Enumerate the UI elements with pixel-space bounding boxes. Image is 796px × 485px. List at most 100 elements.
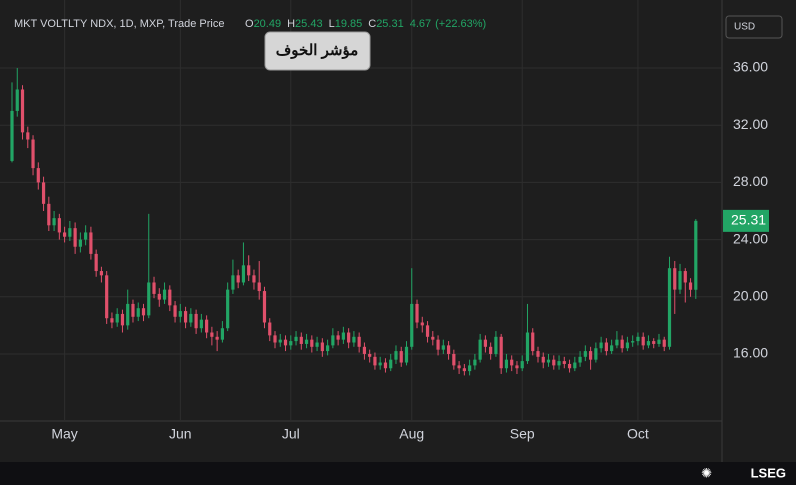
candle-body xyxy=(452,353,456,366)
candle-body xyxy=(678,271,682,290)
candle-body xyxy=(410,303,414,347)
candle-body xyxy=(589,351,593,360)
candle-body xyxy=(105,275,109,319)
candle-body xyxy=(599,342,603,349)
candle-body xyxy=(425,325,430,337)
candle-body xyxy=(47,203,51,226)
candle-body xyxy=(462,368,466,372)
candle-body xyxy=(320,342,324,352)
candle-body xyxy=(636,336,640,342)
candle-body xyxy=(657,339,661,344)
candle-body xyxy=(15,89,19,111)
y-tick-label: 28.00 xyxy=(733,173,768,189)
candle-body xyxy=(178,311,182,317)
candle-body xyxy=(136,308,140,317)
ohlc-value: 25.31 xyxy=(376,18,404,30)
chart-title: MKT VOLTLTY NDX, 1D, MXP, Trade Price xyxy=(14,18,225,30)
candle-body xyxy=(141,308,146,316)
candle-body xyxy=(115,313,119,323)
candle-body xyxy=(268,322,272,336)
candles xyxy=(10,68,698,376)
candle-body xyxy=(36,168,40,183)
candle-body xyxy=(483,339,487,347)
candle-body xyxy=(457,365,461,369)
candle-body xyxy=(510,359,514,366)
candle-body xyxy=(552,359,556,366)
labels: 16.00 20.00 24.00 28.00 32.00 36.00 May Jun Jul A… xyxy=(51,59,769,442)
candle-body xyxy=(373,356,377,366)
candle-body xyxy=(389,359,393,369)
candle-body xyxy=(189,313,193,323)
candle-body xyxy=(420,322,424,326)
candle-body xyxy=(215,336,219,340)
candle-body xyxy=(557,361,561,366)
candle-body xyxy=(257,282,261,292)
candle-body xyxy=(173,305,177,317)
candle-body xyxy=(194,313,198,329)
ohlc-value: O xyxy=(245,18,254,30)
ohlc-value: 25.43 xyxy=(295,18,323,30)
x-tick-label: Oct xyxy=(627,426,649,442)
ohlc-value: (+22.63%) xyxy=(435,18,486,30)
x-tick-label: Aug xyxy=(399,426,424,442)
ohlc-value: L xyxy=(329,18,335,30)
y-tick-label: 16.00 xyxy=(733,345,768,361)
candle-body xyxy=(415,303,419,323)
candle-body xyxy=(304,339,309,344)
currency[interactable]: USD xyxy=(734,22,755,33)
candle-body xyxy=(199,319,203,329)
candle-body xyxy=(278,339,282,343)
candle-body xyxy=(578,356,582,363)
candle-body xyxy=(646,341,651,346)
candle-body xyxy=(310,339,314,347)
candle-body xyxy=(120,313,125,326)
candle-body xyxy=(567,363,572,369)
candle-body xyxy=(688,282,693,290)
candle-body xyxy=(252,275,256,283)
candle-body xyxy=(341,332,345,340)
ohlc-value: H xyxy=(287,18,295,30)
candle-body xyxy=(662,339,666,347)
currency-box[interactable] xyxy=(725,15,783,39)
candle-body xyxy=(652,341,656,344)
candle-body xyxy=(441,345,445,350)
candle-body xyxy=(347,332,351,343)
candle-body xyxy=(604,342,608,352)
x-tick-label: Jun xyxy=(169,426,192,442)
candle-body xyxy=(326,345,330,352)
candle-body xyxy=(573,362,577,369)
brand-logo: ✺ xyxy=(701,465,712,480)
x-tick-label: Sep xyxy=(510,426,535,442)
candle-body xyxy=(210,332,214,337)
candle-body xyxy=(289,341,293,346)
annotation: مؤشر الخوف xyxy=(276,42,359,59)
candle-body xyxy=(273,335,277,343)
candle-body xyxy=(667,268,672,347)
candle-body xyxy=(631,341,635,343)
candle-body xyxy=(525,332,530,362)
candle-body xyxy=(683,271,687,283)
candle-body xyxy=(231,275,235,290)
y-tick-label: 32.00 xyxy=(733,116,768,132)
y-tick-label: 20.00 xyxy=(733,287,768,303)
candle-body xyxy=(220,328,224,340)
candle-body xyxy=(378,362,382,366)
candle-body xyxy=(436,339,440,350)
candle-body xyxy=(315,342,319,347)
candle-body xyxy=(399,351,403,363)
candle-body xyxy=(94,253,98,272)
footer-band xyxy=(0,462,796,485)
ohlc-value: C xyxy=(368,18,376,30)
candle-body xyxy=(352,336,356,343)
candle-body xyxy=(57,218,61,233)
brand: LSEG xyxy=(751,465,786,480)
candle-body xyxy=(431,336,435,340)
candle-body xyxy=(73,228,77,247)
candle-body xyxy=(694,220,698,290)
candle-body xyxy=(147,282,151,316)
candle-body xyxy=(615,339,619,346)
candle-body xyxy=(89,232,93,254)
ohlc-value: 4.67 xyxy=(410,18,431,30)
